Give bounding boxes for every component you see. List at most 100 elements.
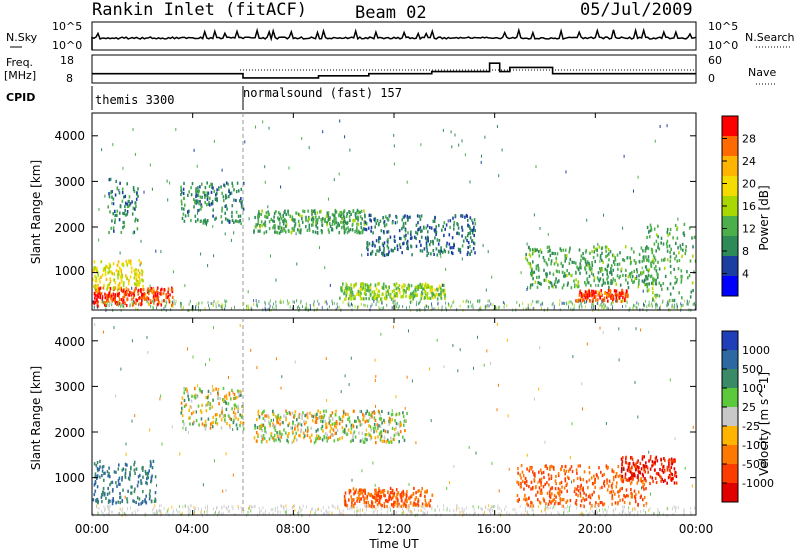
data-cell xyxy=(632,507,634,511)
freq-tick-high: 18 xyxy=(60,54,74,67)
data-cell xyxy=(602,503,604,507)
data-cell xyxy=(674,257,676,261)
data-cell xyxy=(280,217,283,221)
data-cell xyxy=(273,219,275,223)
data-cell xyxy=(653,242,656,246)
data-cell xyxy=(539,248,542,252)
data-cell xyxy=(132,128,134,131)
data-cell xyxy=(275,278,277,282)
data-cell xyxy=(649,304,651,308)
data-cell xyxy=(380,297,383,301)
data-cell xyxy=(94,323,96,327)
data-cell xyxy=(402,415,405,419)
data-cell xyxy=(196,302,198,306)
data-cell xyxy=(231,504,233,508)
data-cell xyxy=(643,258,645,263)
data-cell xyxy=(163,288,166,292)
data-cell xyxy=(111,201,113,205)
data-cell xyxy=(385,294,388,299)
data-cell xyxy=(136,496,139,500)
data-cell xyxy=(156,298,158,302)
data-cell xyxy=(284,219,287,223)
data-cell xyxy=(349,148,351,152)
data-cell xyxy=(636,268,638,272)
data-cell xyxy=(371,243,374,248)
data-cell xyxy=(365,292,367,296)
data-cell xyxy=(213,300,215,303)
data-cell xyxy=(119,287,121,291)
data-cell xyxy=(615,471,618,476)
data-cell xyxy=(677,217,679,221)
data-cell xyxy=(117,512,119,515)
data-cell xyxy=(660,236,663,240)
data-cell xyxy=(325,436,328,440)
data-cell xyxy=(291,227,294,231)
power-data-layer xyxy=(92,119,697,313)
data-cell xyxy=(461,213,463,217)
data-cell xyxy=(436,297,439,301)
data-cell xyxy=(113,295,115,299)
data-cell xyxy=(294,222,297,226)
data-cell xyxy=(442,283,444,287)
data-cell xyxy=(637,478,640,482)
data-cell xyxy=(438,223,440,228)
data-cell xyxy=(96,505,98,509)
data-cell xyxy=(430,252,432,256)
data-cell xyxy=(424,507,426,511)
data-cell xyxy=(669,227,672,232)
data-cell xyxy=(386,504,388,509)
data-cell xyxy=(528,245,530,249)
data-cell xyxy=(630,261,632,265)
data-cell xyxy=(333,301,335,305)
data-cell xyxy=(356,496,359,500)
data-cell xyxy=(540,282,542,286)
data-cell xyxy=(262,410,264,414)
data-cell xyxy=(143,292,145,296)
data-cell xyxy=(403,234,406,238)
data-cell xyxy=(104,292,106,296)
data-cell xyxy=(280,301,282,305)
data-cell xyxy=(548,286,550,290)
data-cell xyxy=(224,399,226,403)
data-cell xyxy=(320,218,322,222)
data-cell xyxy=(529,286,532,290)
data-cell xyxy=(466,252,469,257)
data-cell xyxy=(442,250,444,254)
data-cell xyxy=(334,413,337,417)
colorbar-swatch xyxy=(722,116,738,137)
data-cell xyxy=(169,181,171,185)
data-cell xyxy=(668,461,670,465)
data-cell xyxy=(676,278,678,282)
data-cell xyxy=(339,508,341,512)
data-cell xyxy=(420,490,422,494)
data-cell xyxy=(312,217,315,221)
data-cell xyxy=(368,213,371,218)
data-cell xyxy=(350,431,352,435)
data-cell xyxy=(118,188,120,192)
data-cell xyxy=(628,506,630,510)
data-cell xyxy=(112,202,115,206)
data-cell xyxy=(370,292,372,296)
data-cell xyxy=(607,281,609,285)
data-cell xyxy=(272,436,275,440)
data-cell xyxy=(133,207,136,211)
data-cell xyxy=(224,414,226,418)
data-cell xyxy=(638,278,640,282)
data-cell xyxy=(288,432,290,436)
data-cell xyxy=(591,249,593,254)
data-cell xyxy=(268,126,270,130)
data-cell xyxy=(172,270,174,274)
data-cell xyxy=(208,201,210,205)
data-cell xyxy=(275,210,277,214)
data-cell xyxy=(587,486,589,490)
data-cell xyxy=(582,496,584,501)
data-cell xyxy=(550,512,552,516)
data-cell xyxy=(315,429,318,433)
data-cell xyxy=(564,274,567,278)
data-cell xyxy=(311,212,313,216)
data-cell xyxy=(504,507,506,511)
data-cell xyxy=(270,433,272,437)
data-cell xyxy=(212,415,214,419)
data-cell xyxy=(352,435,354,439)
data-cell xyxy=(135,217,137,221)
